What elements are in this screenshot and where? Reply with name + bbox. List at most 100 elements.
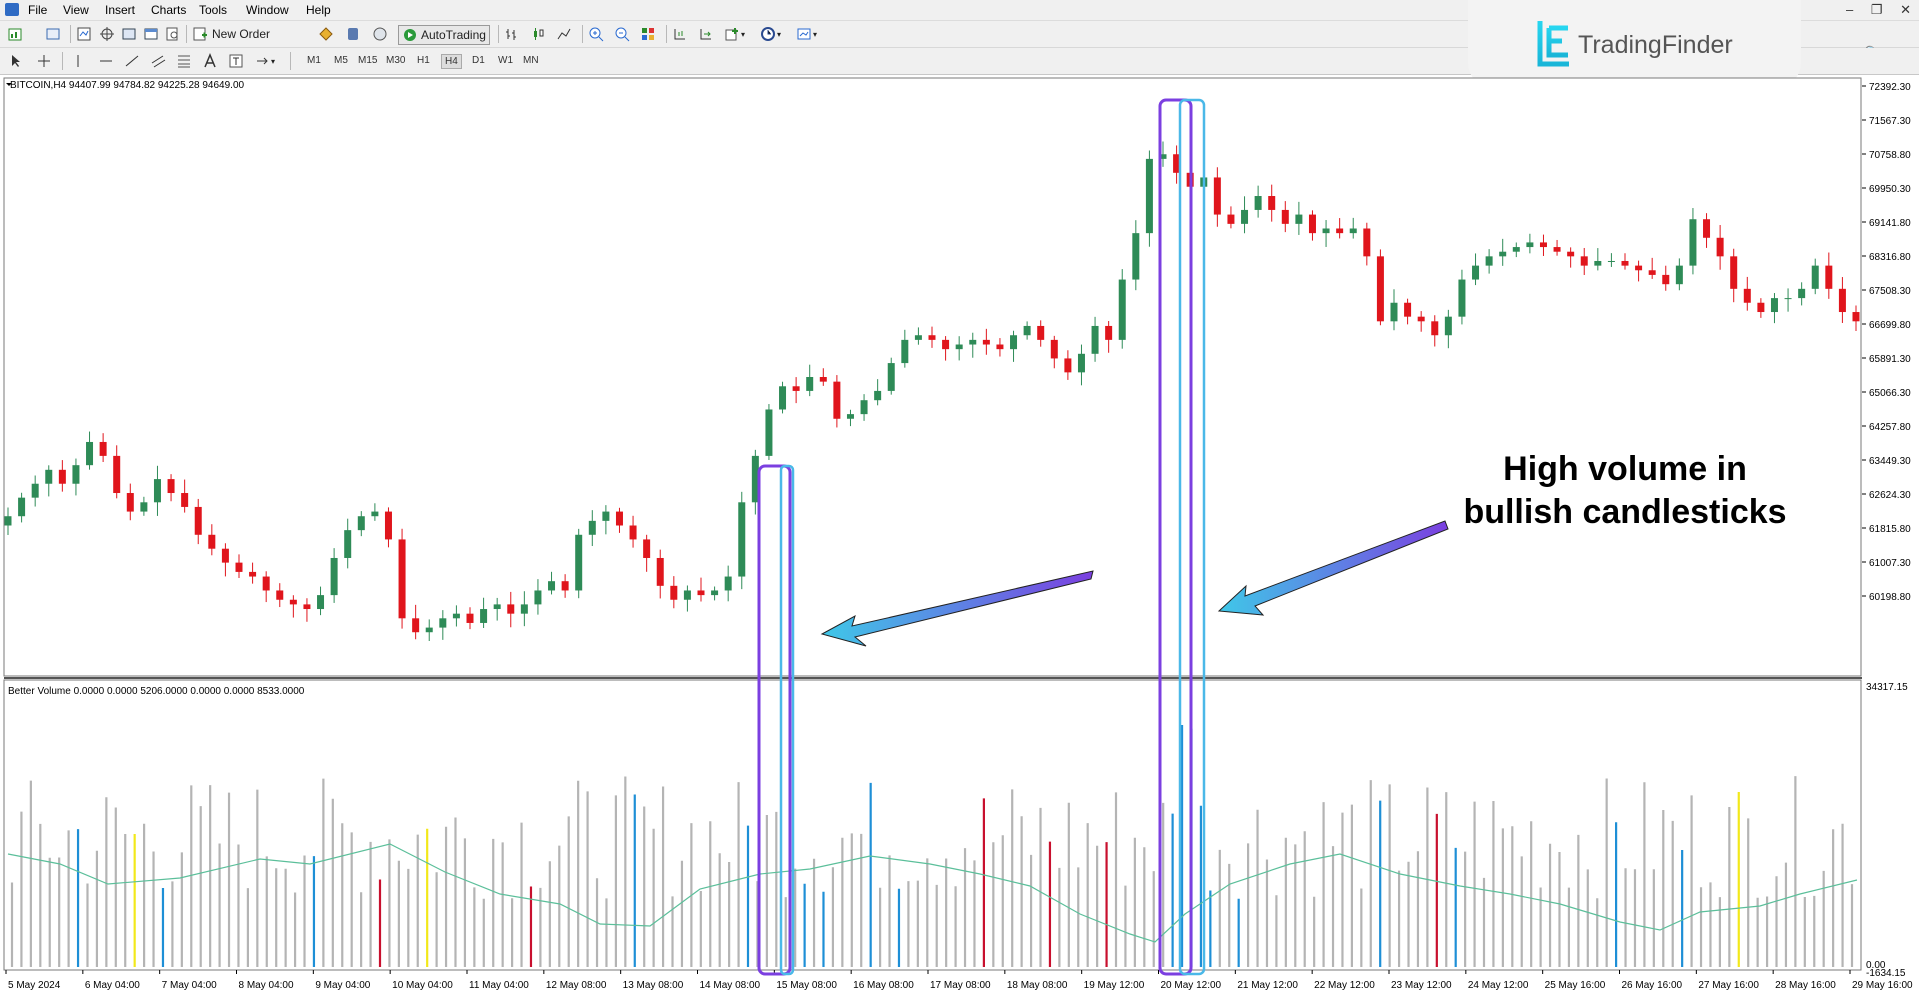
candle: [167, 474, 175, 502]
timeframe-w1[interactable]: W1: [498, 55, 513, 66]
time-label: 14 May 08:00: [700, 980, 761, 991]
brand-watermark: TradingFinder: [1468, 0, 1801, 90]
metaeditor-button[interactable]: [318, 25, 334, 43]
chart-shift-button[interactable]: [672, 25, 688, 43]
autotrading-label: AutoTrading: [421, 28, 486, 42]
horizontal-line-icon: [100, 60, 112, 62]
zoom-window-button[interactable]: [165, 25, 181, 43]
candle: [683, 585, 691, 612]
autotrading-button[interactable]: AutoTrading: [398, 25, 490, 45]
time-label: 12 May 08:00: [546, 980, 607, 991]
menu-view[interactable]: View: [63, 3, 89, 17]
channel-tool[interactable]: [150, 52, 166, 70]
candle: [330, 548, 338, 603]
strategy-tester-button[interactable]: [143, 25, 159, 43]
time-label: 7 May 04:00: [162, 980, 217, 991]
text-label-tool[interactable]: [228, 52, 244, 70]
line-chart-button[interactable]: [556, 25, 572, 43]
menu-help[interactable]: Help: [306, 3, 331, 17]
new-chart-button[interactable]: [8, 25, 24, 43]
timeframe-m15[interactable]: M15: [358, 55, 378, 66]
timeframe-mn[interactable]: MN: [523, 55, 539, 66]
templates-button[interactable]: ▾: [796, 25, 817, 43]
arrows-tool[interactable]: ▾: [254, 52, 275, 70]
menu-bar: File View Insert Charts Tools Window Hel…: [0, 0, 1919, 21]
profiles-button[interactable]: [45, 25, 61, 43]
menu-tools[interactable]: Tools: [199, 3, 228, 17]
close-button[interactable]: ✕: [1900, 2, 1911, 17]
candle: [697, 577, 705, 602]
candle: [860, 394, 868, 421]
cursor-tool[interactable]: [8, 52, 24, 70]
menu-window[interactable]: Window: [246, 3, 289, 17]
bar-chart-button[interactable]: [504, 25, 520, 43]
chart-window[interactable]: BITCOIN,H4 94407.99 94784.82 94225.28 94…: [0, 74, 1919, 996]
minimize-button[interactable]: –: [1845, 2, 1854, 17]
time-label: 23 May 12:00: [1391, 980, 1452, 991]
restore-button[interactable]: ❐: [1870, 2, 1883, 17]
timeframe-d1[interactable]: D1: [472, 55, 485, 66]
crosshair-tool[interactable]: [36, 52, 52, 70]
terminal-button[interactable]: [121, 25, 137, 43]
periods-button[interactable]: ▾: [760, 25, 781, 43]
text-tool[interactable]: [202, 52, 218, 70]
candle: [72, 458, 80, 496]
indicator-pane[interactable]: [3, 679, 1862, 971]
price-label: 69141.80: [1869, 218, 1911, 229]
zoom-in-button[interactable]: [588, 25, 604, 43]
signals-button[interactable]: [345, 25, 361, 43]
market-button[interactable]: [372, 25, 388, 43]
candle: [534, 579, 542, 615]
fibonacci-icon: [178, 55, 190, 68]
autoscroll-icon: [700, 29, 711, 40]
price-pane[interactable]: [3, 77, 1862, 677]
candle: [982, 328, 990, 355]
time-label: 11 May 04:00: [469, 980, 529, 991]
timeframe-m5[interactable]: M5: [334, 55, 348, 66]
text-label-icon: [229, 54, 243, 68]
candle: [806, 364, 814, 397]
vertical-line-tool[interactable]: [70, 52, 86, 70]
candle: [792, 377, 800, 404]
price-label: 66699.80: [1869, 320, 1911, 331]
candle: [194, 498, 202, 545]
menu-charts[interactable]: Charts: [151, 3, 187, 17]
autoscroll-button[interactable]: [698, 25, 714, 43]
candle: [1784, 288, 1792, 312]
tile-windows-button[interactable]: [640, 25, 656, 43]
market-watch-button[interactable]: [76, 25, 92, 43]
menu-file[interactable]: File: [28, 3, 48, 17]
candle: [520, 591, 528, 627]
navigator-button[interactable]: [99, 25, 115, 43]
app-icon: [5, 3, 19, 16]
new-order-label: New Order: [212, 27, 271, 41]
candle: [955, 336, 963, 361]
timeframe-h4[interactable]: H4: [441, 54, 462, 69]
bar-chart-icon: [506, 29, 516, 40]
timeframe-m1[interactable]: M1: [307, 55, 321, 66]
candle: [1064, 350, 1072, 380]
trendline-tool[interactable]: [124, 52, 140, 70]
indicators-button[interactable]: ▾: [724, 25, 745, 43]
candlestick-button[interactable]: [530, 25, 546, 43]
tile-windows-icon: [642, 28, 654, 40]
candle: [1105, 321, 1113, 353]
timeframe-h1[interactable]: H1: [417, 55, 430, 66]
new-order-button[interactable]: New Order: [192, 25, 270, 43]
candle: [996, 338, 1004, 357]
candle: [1567, 247, 1575, 268]
candle: [1159, 141, 1167, 167]
candle: [1594, 248, 1602, 271]
candle: [1811, 258, 1819, 295]
fibonacci-tool[interactable]: [176, 52, 192, 70]
candle: [1553, 239, 1561, 256]
timeframe-m30[interactable]: M30: [386, 55, 406, 66]
candle: [1091, 316, 1099, 362]
horizontal-line-tool[interactable]: [98, 52, 114, 70]
zoom-out-button[interactable]: [614, 25, 630, 43]
menu-insert[interactable]: Insert: [105, 3, 136, 17]
candle: [1703, 213, 1711, 248]
candle: [1730, 248, 1738, 303]
time-label: 20 May 12:00: [1161, 980, 1222, 991]
candle: [615, 507, 623, 533]
